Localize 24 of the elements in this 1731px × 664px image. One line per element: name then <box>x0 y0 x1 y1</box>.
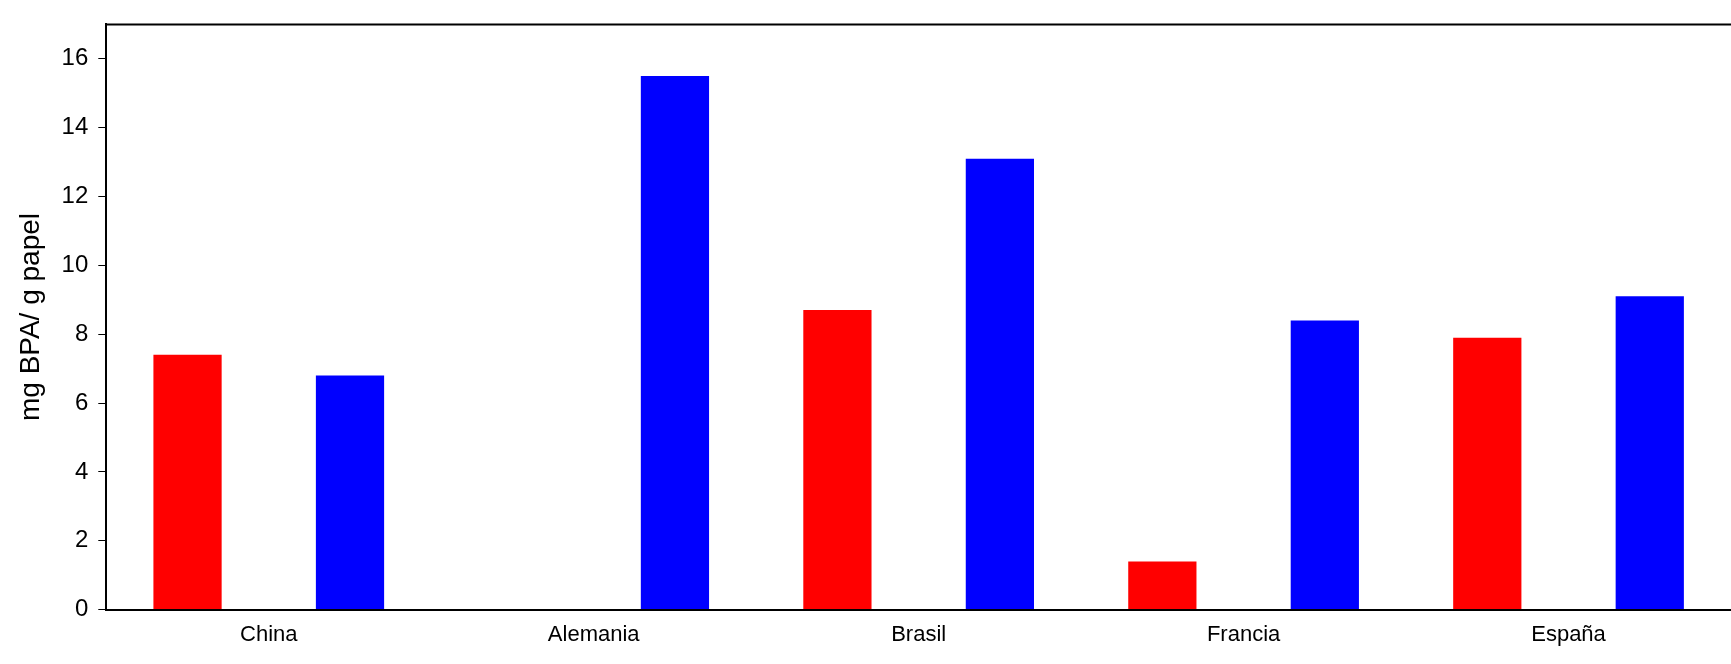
x-tick-label: Alemania <box>547 620 641 646</box>
x-tick-label: China <box>240 620 299 646</box>
y-tick-label: 6 <box>74 387 89 415</box>
x-tick-label: España <box>1531 620 1607 646</box>
x-tick-label: Francia <box>1206 620 1282 646</box>
y-tick-label: 16 <box>61 43 89 71</box>
y-tick-label: 0 <box>74 594 89 622</box>
bar <box>1615 296 1684 610</box>
y-tick-label: 10 <box>61 249 89 277</box>
y-tick-label: 8 <box>74 318 89 346</box>
bar <box>640 76 710 610</box>
bar <box>1290 320 1359 610</box>
bar <box>153 354 222 610</box>
bar <box>315 375 385 610</box>
bar <box>803 310 872 610</box>
y-tick-label: 14 <box>61 112 89 140</box>
bar <box>1128 561 1197 610</box>
bar <box>965 158 1034 610</box>
y-tick-label: 4 <box>74 456 89 484</box>
bar <box>1453 337 1522 610</box>
y-axis-title: mg BPA/ g papel <box>13 212 45 422</box>
y-tick-label: 2 <box>74 525 89 553</box>
x-tick-label: Brasil <box>891 620 947 646</box>
y-tick-label: 12 <box>61 181 89 209</box>
